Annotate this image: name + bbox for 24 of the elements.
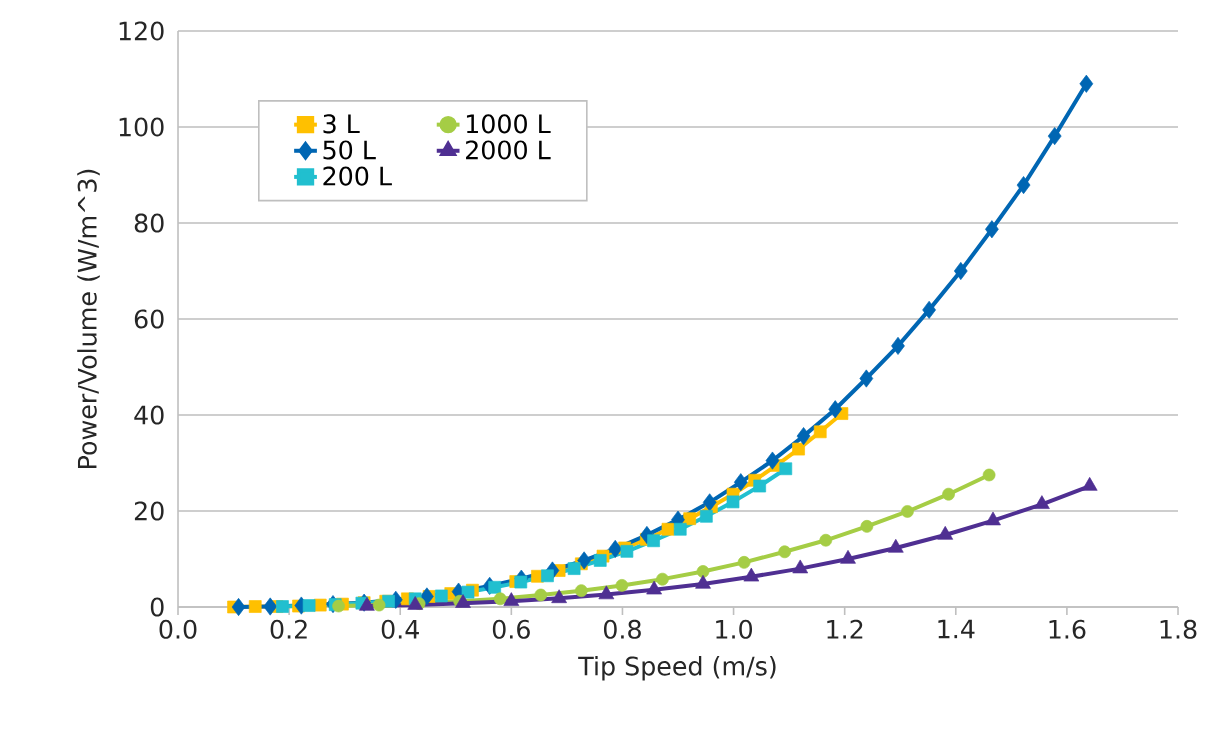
y-tick-label: 100	[119, 117, 164, 137]
y-tick-label: 120	[119, 21, 164, 41]
x-tick-label: 0.0	[159, 619, 197, 639]
x-tick-label: 0.6	[492, 619, 530, 639]
y-tick-label: 80	[134, 213, 164, 233]
y-tick-label: 40	[134, 405, 164, 425]
x-axis-title: Tip Speed (m/s)	[578, 656, 776, 681]
y-tick-label: 60	[134, 309, 164, 329]
y-axis-title: Power/Volume (W/m^3)	[77, 169, 100, 468]
legend-label: 200 L	[323, 166, 392, 186]
x-tick-label: 0.8	[603, 619, 641, 639]
y-tick-label: 0	[150, 597, 164, 617]
x-tick-label: 0.4	[381, 619, 419, 639]
legend-label: 3 L	[323, 114, 360, 134]
legend-label: 50 L	[323, 140, 376, 160]
x-tick-label: 1.2	[827, 619, 863, 639]
y-tick-label: 20	[134, 501, 164, 521]
legend-label: 1000 L	[466, 114, 551, 134]
x-tick-label: 1.8	[1160, 619, 1197, 639]
x-tick-label: 1.0	[716, 619, 753, 639]
legend-label: 2000 L	[466, 140, 551, 160]
x-tick-label: 1.6	[1049, 619, 1086, 639]
x-tick-label: 1.4	[938, 619, 975, 639]
x-tick-label: 0.2	[270, 619, 307, 639]
